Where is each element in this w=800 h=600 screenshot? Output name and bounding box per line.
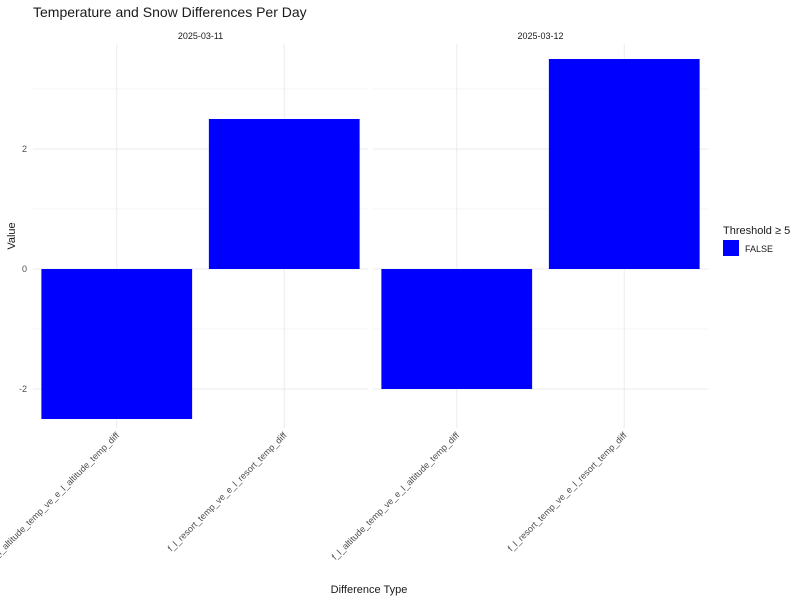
x-tick-label: f_l_altitude_temp_ve_e_l_altitude_temp_d… (330, 430, 462, 562)
panels: -2 0 2 2025-03-11 f_l_altitude_temp_ve_e_l_a… (0, 31, 708, 562)
y-tick-label: 2 (22, 144, 27, 154)
legend-title: Threshold ≥ 5 (723, 225, 790, 237)
y-axis-title: Value (6, 222, 18, 249)
y-tick-label: 0 (22, 264, 27, 274)
bar (41, 269, 193, 419)
x-tick-label: f_l_resort_temp_ve_e_l_resort_temp_diff (166, 430, 289, 553)
y-tick-label: -2 (19, 384, 27, 394)
bar (548, 59, 700, 269)
x-tick-label: f_l_altitude_temp_ve_e_l_altitude_temp_d… (0, 430, 122, 562)
legend-label: FALSE (745, 244, 773, 254)
facet-panel: 2025-03-11 f_l_altitude_temp_ve_e_l_altit… (0, 31, 368, 562)
facet-panel: 2025-03-12 f_l_altitude_temp_ve_e_l_altit… (330, 31, 708, 562)
facet-strip-label: 2025-03-12 (517, 31, 563, 41)
bar (208, 119, 360, 269)
legend-swatch (723, 240, 739, 256)
x-tick-label: f_l_resort_temp_ve_e_l_resort_temp_diff (506, 430, 629, 553)
chart-title: Temperature and Snow Differences Per Day (33, 4, 307, 20)
legend: Threshold ≥ 5 FALSE (723, 225, 790, 256)
facet-strip-label: 2025-03-11 (178, 31, 223, 41)
bar (381, 269, 533, 389)
x-axis-title: Difference Type (331, 584, 408, 596)
